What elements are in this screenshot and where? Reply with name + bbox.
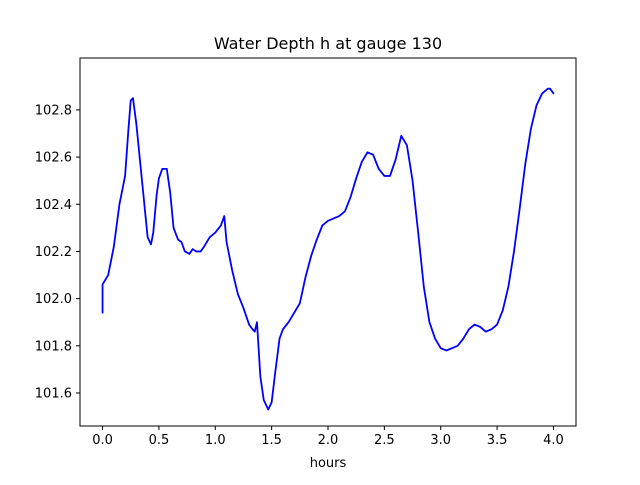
y-tick-label: 101.6 <box>35 386 72 401</box>
x-axis: 0.0 0.5 1.0 1.5 2.0 2.5 3.0 3.5 4.0 <box>92 426 564 448</box>
x-tick-label: 1.0 <box>205 433 226 448</box>
y-tick-label: 101.8 <box>35 339 72 354</box>
y-tick-label: 102.6 <box>35 151 72 166</box>
x-tick-label: 0.5 <box>149 433 170 448</box>
y-axis: 101.6 101.8 102.0 102.2 102.4 102.6 102.8 <box>35 103 80 401</box>
x-tick-label: 2.5 <box>374 433 395 448</box>
y-tick-label: 102.0 <box>35 292 72 307</box>
plot-area <box>80 58 576 426</box>
x-tick-label: 3.5 <box>487 433 508 448</box>
chart-title: Water Depth h at gauge 130 <box>214 34 442 53</box>
y-tick-label: 102.4 <box>35 198 72 213</box>
x-tick-label: 2.0 <box>318 433 339 448</box>
y-tick-label: 102.8 <box>35 103 72 118</box>
x-tick-label: 0.0 <box>92 433 113 448</box>
x-tick-label: 4.0 <box>543 433 564 448</box>
x-tick-label: 1.5 <box>261 433 282 448</box>
x-axis-label: hours <box>310 456 347 471</box>
series-line-0 <box>101 87 555 411</box>
x-tick-label: 3.0 <box>430 433 451 448</box>
y-tick-label: 102.2 <box>35 245 72 260</box>
series-layer <box>101 87 555 411</box>
